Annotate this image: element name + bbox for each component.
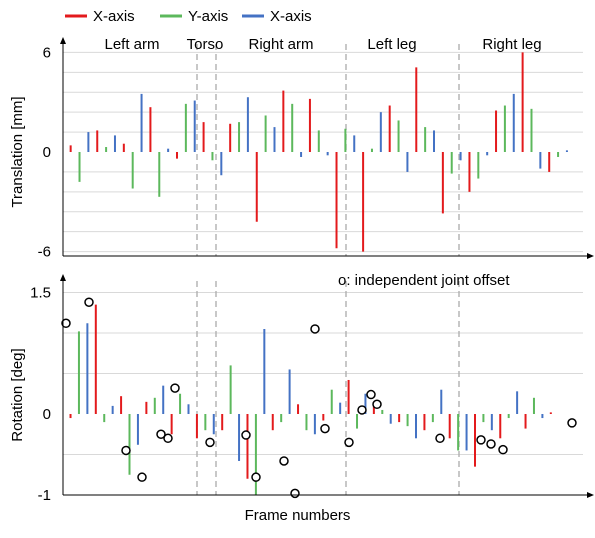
joint-offset-marker	[170, 383, 180, 393]
legend-label: Y-axis	[188, 8, 228, 25]
joint-offset-marker	[366, 389, 376, 400]
group-label: Left leg	[367, 36, 416, 53]
rotation-bars	[69, 304, 552, 495]
group-label: Torso	[187, 36, 224, 53]
joint-offset-marker	[372, 399, 382, 410]
joint-offset-marker	[279, 456, 289, 466]
legend-label: X-axis	[93, 8, 135, 25]
rotation-panel: 1.5 0 -1 Rotation [deg] o: independent joi…	[9, 272, 594, 504]
legend: X-axis Y-axis X-axis	[65, 8, 312, 25]
group-label: Left arm	[104, 36, 159, 53]
joint-offset-marker	[137, 472, 147, 482]
joint-offset-marker	[241, 430, 251, 440]
x-axis-arrow	[587, 253, 594, 259]
legend-label: X-axis	[270, 8, 312, 25]
group-labels: Left arm Torso Right arm Left leg Right leg	[104, 36, 541, 53]
y-tick-label: 1.5	[30, 285, 51, 302]
group-label: Right arm	[248, 36, 313, 53]
axes	[60, 37, 594, 259]
joint-offset-marker	[476, 435, 486, 445]
joint-offset-marker	[498, 444, 508, 455]
joint-offset-marker	[156, 429, 166, 439]
group-label: Right leg	[482, 36, 541, 53]
y-axis-label: Rotation [deg]	[9, 348, 26, 441]
joint-offset-marker	[121, 445, 131, 456]
joint-offset-marker	[567, 418, 577, 428]
joint-offset-marker	[290, 488, 300, 499]
joint-offset-marker	[357, 405, 367, 415]
joint-offset-marker	[61, 318, 71, 329]
translation-bars	[69, 52, 568, 252]
y-axis-arrow	[60, 274, 66, 281]
translation-panel: 6 0 -6 Left arm Torso Right arm Left leg Right…	[9, 36, 594, 261]
y-tick-label: -6	[38, 244, 51, 261]
grid	[63, 51, 583, 253]
section-dividers	[196, 44, 460, 256]
joint-offset-marker	[205, 437, 215, 448]
y-tick-labels: 1.5 0 -1	[30, 285, 51, 505]
annotation: o: independent joint offset	[338, 272, 510, 289]
axes	[60, 274, 594, 498]
joint-offset-marker	[320, 423, 330, 434]
y-tick-label: 0	[43, 144, 51, 161]
joint-offset-marker	[344, 437, 354, 448]
joint-offset-marker	[163, 433, 173, 444]
x-axis-arrow	[587, 492, 594, 498]
joint-offset-marker	[310, 324, 320, 334]
y-tick-label: 0	[43, 406, 51, 423]
joint-offset-marker	[251, 472, 261, 482]
joint-offset-marker	[486, 439, 496, 449]
joint-offset-marker	[435, 433, 445, 444]
y-tick-label: 6	[43, 44, 51, 61]
joint-offset-markers	[61, 297, 577, 499]
joint-offset-marker	[84, 297, 94, 307]
y-tick-labels: 6 0 -6	[38, 44, 51, 260]
grid	[63, 292, 583, 496]
y-axis-label: Translation [mm]	[9, 96, 26, 207]
section-dividers	[196, 281, 460, 495]
x-axis-label: Frame numbers	[244, 507, 351, 524]
y-tick-label: -1	[38, 487, 51, 504]
y-axis-arrow	[60, 37, 66, 44]
